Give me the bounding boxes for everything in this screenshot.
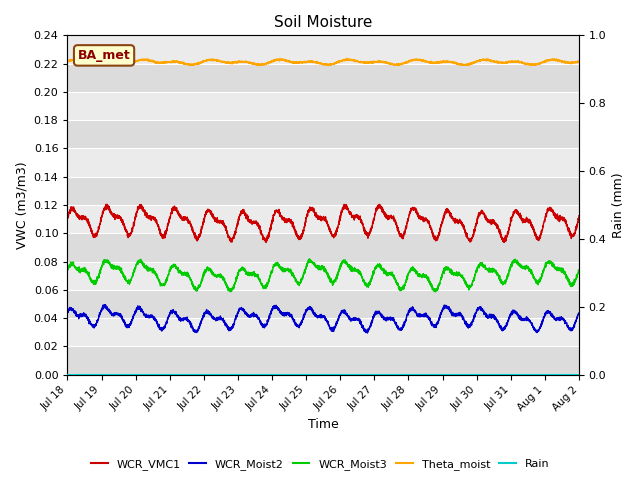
Legend: WCR_VMC1, WCR_Moist2, WCR_Moist3, Theta_moist, Rain: WCR_VMC1, WCR_Moist2, WCR_Moist3, Theta_…	[86, 455, 554, 474]
Bar	[67, 205, 579, 233]
Bar	[67, 290, 579, 318]
Bar	[67, 177, 579, 205]
Bar	[67, 318, 579, 347]
Bar	[67, 347, 579, 375]
X-axis label: Time: Time	[308, 419, 339, 432]
Bar	[67, 148, 579, 177]
Bar	[67, 64, 579, 92]
Bar	[67, 36, 579, 64]
Title: Soil Moisture: Soil Moisture	[274, 15, 372, 30]
Y-axis label: VWC (m3/m3): VWC (m3/m3)	[15, 161, 28, 249]
Bar	[67, 262, 579, 290]
Bar	[67, 233, 579, 262]
Y-axis label: Rain (mm): Rain (mm)	[612, 172, 625, 238]
Bar	[67, 92, 579, 120]
Bar	[67, 120, 579, 148]
Text: BA_met: BA_met	[77, 49, 131, 62]
